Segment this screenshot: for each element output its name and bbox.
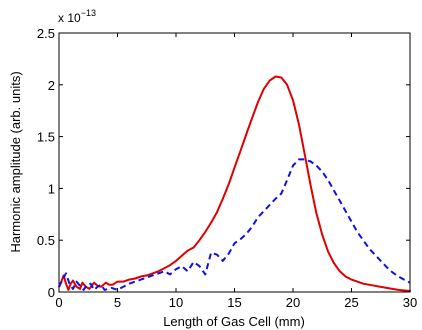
y-tick-label: 0	[48, 285, 55, 300]
y-tick-label: 1.5	[37, 130, 55, 145]
x-tick-label: 10	[169, 295, 183, 310]
x-tick-label: 5	[114, 295, 121, 310]
x-tick-label: 25	[344, 295, 358, 310]
plot-area	[58, 32, 411, 293]
x-axis-label: Length of Gas Cell (mm)	[163, 314, 305, 329]
y-tick-label: 2.5	[37, 26, 55, 41]
y-ticks: 0 0.5 1 1.5 2 2.5	[37, 26, 410, 300]
y-exponent-label: x 10−13	[58, 8, 96, 25]
x-tick-label: 20	[286, 295, 300, 310]
y-tick-label: 0.5	[37, 233, 55, 248]
x-tick-label: 0	[55, 295, 62, 310]
x-ticks: 0 5 10 15 20 25 30	[55, 33, 417, 310]
series-line-1	[58, 75, 411, 292]
y-tick-label: 2	[48, 78, 55, 93]
series-layer	[58, 75, 411, 292]
y-tick-label: 1	[48, 181, 55, 196]
series-line-2	[58, 158, 411, 291]
y-exponent-base: x 10	[58, 11, 81, 25]
x-tick-label: 30	[403, 295, 417, 310]
y-axis-label: Harmonic amplitude (arb. units)	[8, 71, 23, 252]
x-tick-label: 15	[227, 295, 241, 310]
y-exponent-power: −13	[81, 8, 96, 18]
